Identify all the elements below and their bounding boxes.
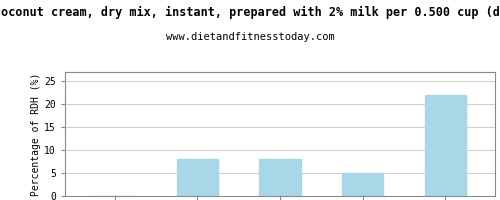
Bar — [424, 95, 466, 196]
Y-axis label: Percentage of RDH (%): Percentage of RDH (%) — [32, 72, 42, 196]
Text: www.dietandfitnesstoday.com: www.dietandfitnesstoday.com — [166, 32, 334, 42]
Bar — [176, 159, 218, 196]
Bar — [342, 173, 384, 196]
Bar — [260, 159, 300, 196]
Text: coconut cream, dry mix, instant, prepared with 2% milk per 0.500 cup (dr: coconut cream, dry mix, instant, prepare… — [0, 6, 500, 19]
